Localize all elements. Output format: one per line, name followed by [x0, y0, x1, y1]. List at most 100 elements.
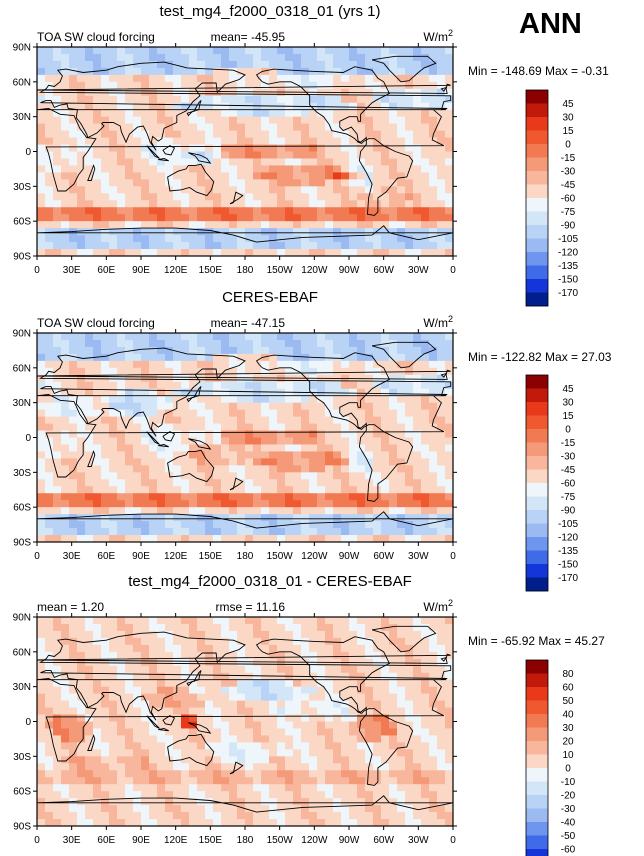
field-cell: [349, 214, 358, 222]
field-cell: [365, 507, 374, 515]
field-cell: [93, 812, 102, 820]
field-cell: [349, 686, 358, 695]
field-cell: [317, 458, 326, 466]
field-cell: [325, 458, 334, 466]
field-cell: [229, 123, 238, 132]
field-cell: [149, 47, 158, 55]
field-cell: [405, 102, 414, 111]
field-cell: [77, 535, 86, 542]
lat-tick-label: 90S: [13, 538, 31, 549]
field-cell: [373, 617, 382, 625]
field-cell: [93, 116, 102, 125]
field-cell: [157, 102, 166, 111]
field-cell: [221, 249, 230, 256]
field-cell: [397, 214, 406, 222]
field-cell: [245, 144, 254, 153]
field-cell: [357, 74, 366, 83]
field-cell: [437, 819, 446, 826]
field-cell: [277, 381, 286, 390]
lon-tick-label: 150W: [267, 265, 294, 276]
field-cell: [405, 186, 414, 194]
field-cell: [277, 47, 286, 55]
field-cell: [133, 374, 142, 383]
field-cell: [309, 200, 318, 208]
field-cell: [101, 95, 110, 104]
field-cell: [341, 437, 350, 446]
field-cell: [165, 137, 174, 146]
field-cell: [189, 95, 198, 104]
field-cell: [229, 193, 238, 201]
field-cell: [189, 679, 198, 688]
field-cell: [253, 651, 262, 660]
field-cell: [373, 165, 382, 173]
field-cell: [189, 535, 198, 542]
field-cell: [37, 437, 46, 446]
field-cell: [101, 805, 110, 813]
field-cell: [325, 339, 334, 348]
field-cell: [141, 458, 150, 466]
field-cell: [389, 228, 398, 236]
field-cell: [157, 151, 166, 160]
field-cell: [389, 714, 398, 723]
field-cell: [141, 179, 150, 187]
field-cell: [149, 770, 158, 778]
field-cell: [365, 637, 374, 646]
field-cell: [77, 360, 86, 369]
field-cell: [245, 707, 254, 716]
field-cell: [405, 728, 414, 737]
field-cell: [237, 493, 246, 501]
field-cell: [269, 67, 278, 76]
field-cell: [325, 465, 334, 473]
coastline: [440, 372, 448, 378]
field-cell: [61, 109, 70, 118]
field-cell: [93, 81, 102, 90]
field-cell: [301, 74, 310, 83]
field-cell: [197, 409, 206, 418]
lon-tick-label: 0: [34, 551, 40, 562]
field-cell: [365, 812, 374, 820]
field-cell: [229, 735, 238, 743]
field-cell: [437, 409, 446, 418]
field-cell: [357, 333, 366, 341]
field-cell: [133, 186, 142, 194]
field-cell: [117, 528, 126, 536]
field-cell: [213, 67, 222, 76]
field-cell: [405, 507, 414, 515]
field-cell: [237, 686, 246, 695]
field-cell: [445, 416, 453, 425]
field-cell: [173, 67, 182, 76]
field-cell: [389, 109, 398, 118]
field-cell: [269, 521, 278, 529]
field-cell: [277, 130, 286, 139]
field-cell: [197, 658, 206, 667]
field-cell: [429, 493, 438, 501]
field-cell: [381, 770, 390, 778]
field-cell: [109, 617, 118, 625]
field-cell: [173, 193, 182, 201]
field-cell: [165, 249, 174, 256]
field-cell: [389, 102, 398, 111]
field-cell: [189, 74, 198, 83]
field-cell: [213, 172, 222, 180]
field-cell: [397, 465, 406, 473]
field-cell: [45, 353, 54, 362]
field-cell: [429, 805, 438, 813]
field-cell: [189, 430, 198, 439]
field-cell: [197, 630, 206, 639]
field-cell: [157, 158, 166, 167]
field-cell: [157, 770, 166, 778]
field-cell: [333, 151, 342, 160]
field-cell: [237, 444, 246, 453]
field-cell: [45, 360, 54, 369]
field-cell: [133, 812, 142, 820]
field-cell: [261, 360, 270, 369]
field-cell: [317, 200, 326, 208]
field-cell: [277, 721, 286, 730]
field-cell: [261, 228, 270, 236]
field-cell: [149, 507, 158, 515]
field-cell: [93, 763, 102, 771]
field-cell: [61, 402, 70, 411]
field-cell: [317, 109, 326, 118]
field-cell: [205, 416, 214, 425]
field-cell: [61, 735, 70, 743]
